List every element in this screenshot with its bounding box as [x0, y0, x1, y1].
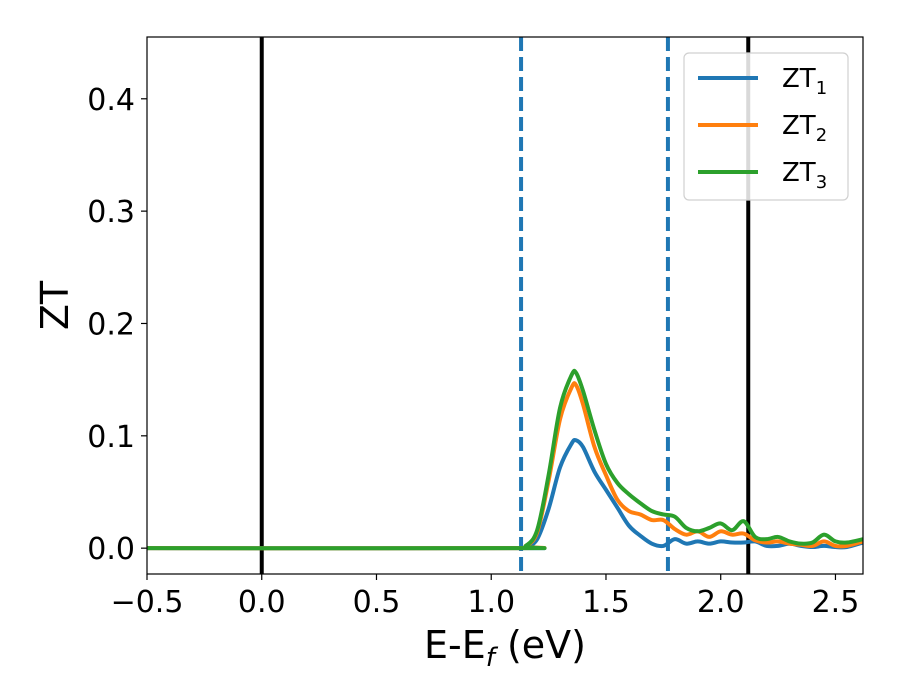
x-axis-title: E-Ef (eV) — [424, 623, 586, 673]
x-tick-label: 0.0 — [238, 585, 286, 620]
legend-label-sub: 3 — [816, 172, 827, 193]
series-line-zt3 — [147, 368, 863, 551]
x-tick-label: −0.5 — [111, 585, 184, 620]
axes-layer: −0.5 0.0 0.5 1.0 1.5 2.0 2.5 0.0 0.1 0.2 0.3 0.4 E-E… — [33, 36, 864, 673]
y-axis-title: ZT — [33, 280, 77, 330]
x-tick-label: 2.0 — [697, 585, 745, 620]
y-tick-label: 0.2 — [87, 307, 135, 342]
legend-label-main: ZT — [782, 111, 816, 141]
legend-label: ZT1 — [782, 64, 827, 99]
x-tick-label: 1.5 — [582, 585, 630, 620]
legend-label: ZT3 — [782, 158, 827, 193]
legend-label-sub: 1 — [816, 78, 827, 99]
legend-label-sub: 2 — [816, 125, 827, 146]
legend-label: ZT2 — [782, 111, 827, 146]
legend-label-main: ZT — [782, 64, 816, 94]
x-axis-title-unit: (eV) — [495, 623, 586, 667]
plot-frame — [146, 36, 864, 575]
y-tick-label: 0.1 — [87, 420, 135, 455]
x-tick-label: 0.5 — [353, 585, 401, 620]
y-tick-label: 0.3 — [87, 195, 135, 230]
x-axis-title-main: E-E — [424, 623, 486, 667]
legend-label-main: ZT — [782, 158, 816, 188]
y-tick-label: 0.0 — [87, 532, 135, 567]
legend-box — [683, 52, 849, 201]
y-tick-label: 0.4 — [87, 83, 135, 118]
x-tick-label: 1.0 — [467, 585, 515, 620]
x-tick-label: 2.5 — [812, 585, 860, 620]
